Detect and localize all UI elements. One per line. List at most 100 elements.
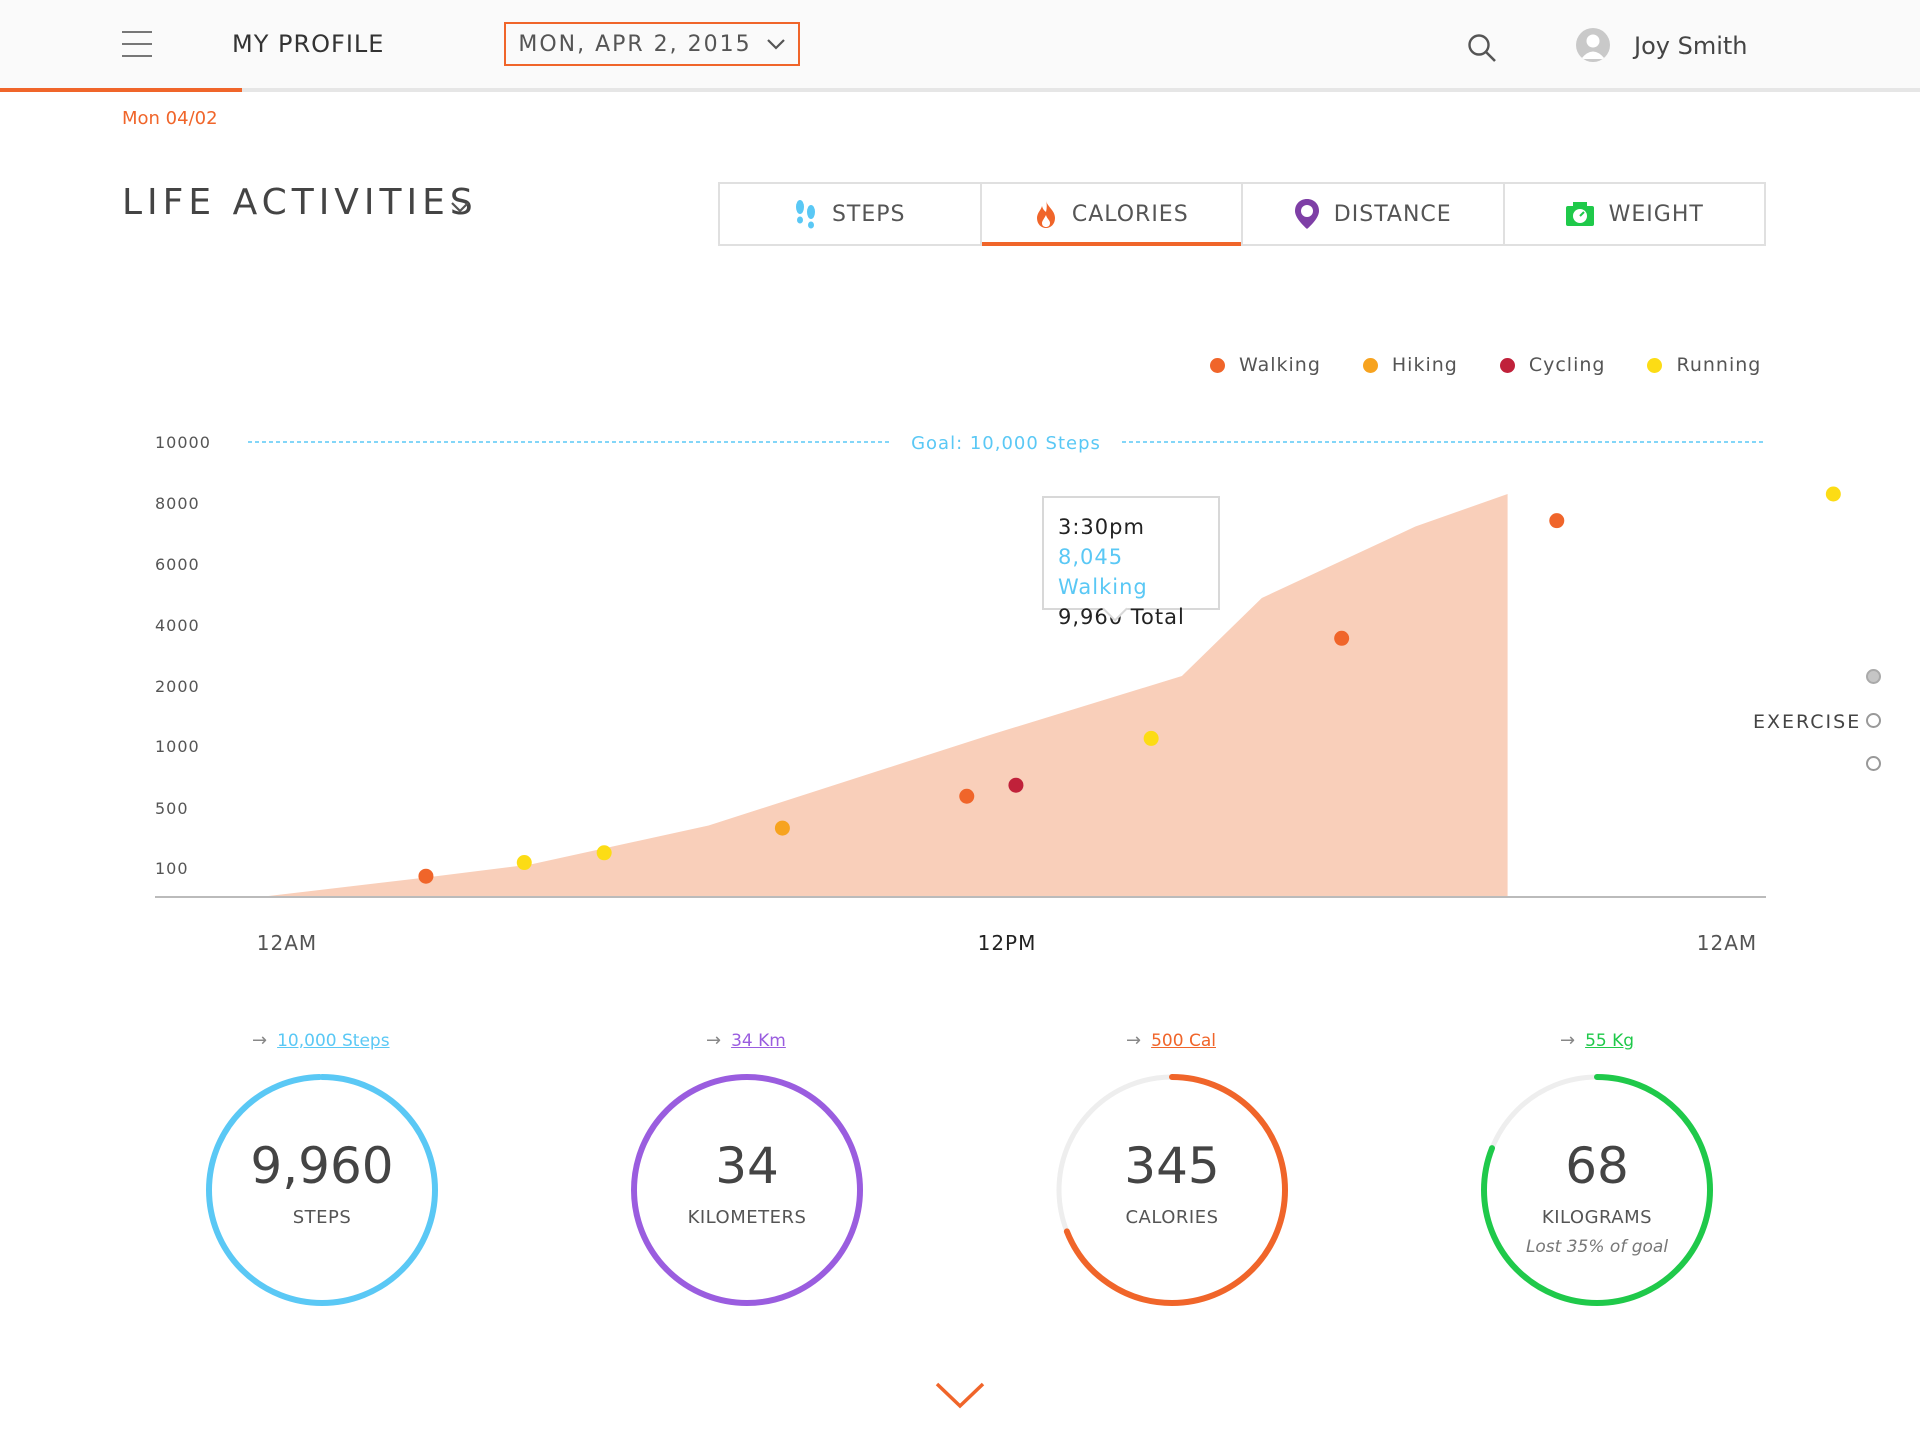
data-point-running [596, 845, 612, 861]
nav-title[interactable]: MY PROFILE [232, 30, 385, 58]
metric-tabs: STEPS CALORIES DISTANCE WEIGHT [718, 182, 1766, 246]
tab-weight[interactable]: WEIGHT [1505, 184, 1765, 244]
stat-value: 68 [1565, 1137, 1629, 1195]
data-point-running [516, 855, 532, 871]
top-bar-accent [0, 88, 242, 92]
chevron-down-icon [766, 39, 785, 50]
tooltip-walking: 8,045 Walking [1058, 545, 1148, 599]
flame-icon [1036, 200, 1055, 228]
goal-link-text[interactable]: 55 Kg [1585, 1030, 1635, 1051]
data-point-walking [959, 788, 975, 804]
legend-label: Running [1676, 354, 1762, 376]
tooltip-time: 3:30pm [1058, 515, 1145, 539]
y-tick-label: 500 [155, 799, 189, 818]
stat-note: Lost 35% of goal [1525, 1237, 1669, 1257]
goal-link-distance[interactable]: → 34 Km [706, 1030, 786, 1051]
stat-ring-weight: 68 KILOGRAMS Lost 35% of goal [1472, 1065, 1722, 1315]
arrow-right-icon: → [1126, 1030, 1142, 1051]
data-point-walking [418, 868, 434, 884]
y-tick-label: 100 [155, 859, 189, 878]
data-point-running [1825, 486, 1841, 502]
tab-label: STEPS [831, 201, 906, 227]
tab-distance[interactable]: DISTANCE [1243, 184, 1505, 244]
stat-value: 9,960 [250, 1137, 394, 1195]
goal-link-text[interactable]: 10,000 Steps [277, 1030, 390, 1051]
side-nav-dot-1[interactable] [1866, 669, 1881, 684]
location-pin-icon [1294, 199, 1319, 229]
stat-value: 345 [1124, 1137, 1220, 1195]
progress-ring [1481, 1074, 1713, 1306]
legend-item-walking: Walking [1210, 354, 1321, 376]
legend-dot [1210, 357, 1225, 373]
ring-progress [206, 1074, 438, 1306]
ring-progress [1481, 1074, 1713, 1306]
progress-ring [206, 1074, 438, 1306]
legend-label: Cycling [1528, 354, 1606, 376]
tooltip-total: 9,960 Total [1058, 605, 1185, 629]
scroll-down-chevron-icon[interactable] [934, 1380, 986, 1410]
date-picker[interactable]: MON, APR 2, 2015 [504, 22, 800, 66]
y-tick-label: 8000 [155, 494, 200, 513]
progress-ring [631, 1074, 863, 1306]
legend-label: Hiking [1391, 354, 1458, 376]
progress-ring [1056, 1074, 1288, 1306]
goal-label: Goal: 10,000 Steps [911, 433, 1101, 454]
stat-unit: STEPS [292, 1207, 352, 1228]
chart-legend: Walking Hiking Cycling Running [1210, 354, 1761, 376]
legend-item-hiking: Hiking [1362, 354, 1458, 376]
arrow-right-icon: → [252, 1030, 268, 1051]
tab-label: CALORIES [1071, 201, 1189, 227]
hamburger-menu-icon[interactable] [122, 31, 152, 59]
stat-unit: KILOMETERS [687, 1207, 807, 1228]
avatar[interactable] [1576, 28, 1610, 62]
stat-unit: CALORIES [1125, 1207, 1219, 1228]
stat-value: 34 [715, 1137, 779, 1195]
side-nav-dot-2[interactable] [1866, 713, 1881, 728]
tab-steps[interactable]: STEPS [720, 184, 982, 244]
y-tick-label: 10000 [155, 433, 211, 452]
x-tick-label: 12AM [257, 931, 317, 955]
data-point-cycling [1008, 777, 1024, 793]
user-icon [1581, 34, 1605, 59]
chart-tooltip: 3:30pm 8,045 Walking 9,960 Total [1042, 496, 1220, 629]
side-nav-dot-3[interactable] [1866, 756, 1881, 771]
ring-progress [631, 1074, 863, 1306]
user-name[interactable]: Joy Smith [1634, 32, 1748, 60]
arrow-right-icon: → [1560, 1030, 1576, 1051]
y-tick-label: 4000 [155, 616, 200, 635]
legend-dot [1362, 357, 1378, 373]
chevron-down-icon[interactable] [450, 200, 470, 214]
y-tick-label: 1000 [155, 737, 200, 756]
legend-item-cycling: Cycling [1499, 354, 1606, 376]
goal-link-calories[interactable]: → 500 Cal [1126, 1030, 1216, 1051]
stat-unit: KILOGRAMS [1541, 1207, 1653, 1228]
search-icon[interactable] [1466, 32, 1498, 64]
y-tick-label: 2000 [155, 677, 200, 696]
current-date-label: Mon 04/02 [122, 108, 218, 129]
area-series [260, 494, 1508, 897]
y-tick-label: 6000 [155, 555, 200, 574]
x-tick-label: 12AM [1697, 931, 1757, 955]
footsteps-icon [795, 200, 815, 229]
legend-dot [1647, 357, 1663, 373]
scale-icon [1565, 202, 1594, 226]
tab-label: WEIGHT [1608, 201, 1704, 227]
legend-item-running: Running [1647, 354, 1761, 376]
side-nav-label: EXERCISE [1753, 711, 1862, 733]
data-point-hiking [774, 820, 790, 836]
goal-link-text[interactable]: 34 Km [731, 1030, 786, 1051]
arrow-right-icon: → [706, 1030, 722, 1051]
tab-calories[interactable]: CALORIES [981, 184, 1243, 246]
tab-label: DISTANCE [1333, 201, 1452, 227]
x-tick-label: 12PM [978, 931, 1037, 955]
goal-link-weight[interactable]: → 55 Kg [1560, 1030, 1634, 1051]
data-point-walking [1334, 630, 1350, 646]
goal-link-text[interactable]: 500 Cal [1151, 1030, 1216, 1051]
legend-label: Walking [1239, 354, 1321, 376]
activity-chart: 10000 8000 6000 4000 2000 1000 500 100 Goal: 10,… [155, 433, 1841, 955]
stat-ring-calories: 345 CALORIES [1047, 1065, 1297, 1315]
stat-ring-steps: 9,960 STEPS [197, 1065, 447, 1315]
section-title[interactable]: LIFE ACTIVITIES [122, 182, 478, 223]
goal-link-steps[interactable]: → 10,000 Steps [252, 1030, 390, 1051]
stat-ring-distance: 34 KILOMETERS [622, 1065, 872, 1315]
